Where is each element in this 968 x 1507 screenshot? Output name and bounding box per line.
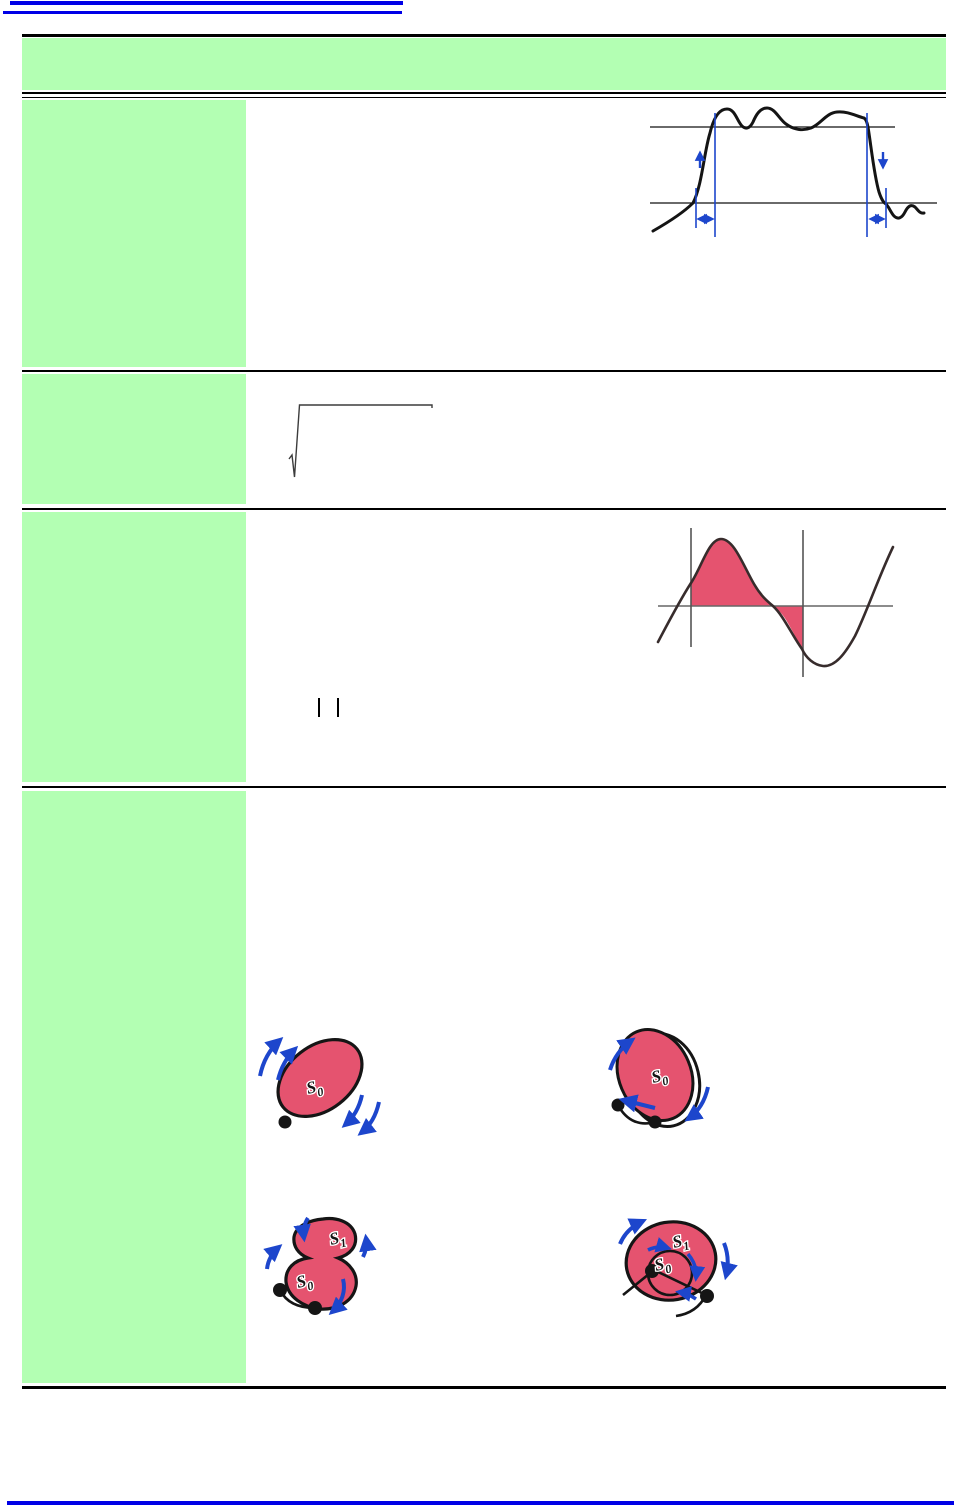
- pivot-dot-left: [273, 1283, 287, 1297]
- abs-value-bar-left: [318, 698, 320, 717]
- inner-arrow-right-icon: [647, 1237, 672, 1253]
- row4-label-cell: [22, 791, 246, 1383]
- mass-s0-s1-blob: [284, 1216, 358, 1311]
- pivot-dot-center: [645, 1264, 659, 1278]
- negative-area-shade: [773, 606, 803, 651]
- radical-sign: [288, 404, 433, 478]
- slide-arrow-icon: [618, 1094, 656, 1113]
- row-separator-3: [22, 786, 946, 788]
- row-separator-1: [22, 370, 946, 372]
- abs-value-bar-right: [337, 698, 339, 717]
- header-bottom-border-2: [22, 96, 946, 98]
- inner-arrow-down-icon: [686, 1252, 706, 1282]
- row-separator-2: [22, 508, 946, 510]
- blob-diagram-nested: S1 S0: [618, 1218, 738, 1318]
- blob-diagram-two-mass: S1 S0: [263, 1216, 377, 1315]
- table-bottom-border: [22, 1386, 946, 1389]
- sine-shaded-area-diagram: [656, 528, 895, 677]
- sine-curve: [656, 537, 895, 668]
- outer-arrow-right-icon: [720, 1242, 738, 1281]
- table-header-bar: [22, 38, 946, 90]
- swing-arrow-upper-outer-icon: [258, 1037, 284, 1077]
- square-root-radical: [288, 404, 433, 478]
- rotate-arrow-upper-icon: [608, 1037, 636, 1071]
- pivot-dot-right: [308, 1301, 322, 1315]
- swing-arrow-lower-inner-icon: [341, 1094, 364, 1128]
- s1-arrow-left-icon: [293, 1216, 311, 1243]
- blob-diagram-displaced: S0: [608, 1028, 710, 1129]
- pivot-dot-left: [611, 1098, 625, 1112]
- outer-arrow-upper-icon: [618, 1218, 648, 1245]
- heading-underline-top: [10, 1, 403, 5]
- footer-rule: [7, 1501, 954, 1505]
- s0-arrow-right-icon: [328, 1278, 348, 1315]
- heading-underline-bottom: [3, 11, 402, 14]
- swing-arrow-lower-outer-icon: [357, 1101, 381, 1136]
- blob-diagram-rocking: S0: [258, 1037, 381, 1136]
- s0-arrow-left-icon: [263, 1244, 283, 1270]
- pivot-dot: [278, 1115, 292, 1129]
- positive-area-shade: [691, 539, 773, 606]
- rotate-arrow-lower-icon: [684, 1086, 710, 1122]
- row1-label-cell: [22, 100, 246, 367]
- pulse-rise-fall-diagram: [650, 106, 937, 237]
- swing-arrow-upper-inner-icon: [276, 1045, 299, 1081]
- table-top-border: [22, 34, 946, 37]
- row2-label-cell: [22, 374, 246, 504]
- blob2-s0-label: S0: [649, 1065, 670, 1091]
- pivot-dot-right: [648, 1115, 662, 1129]
- pulse-waveform: [651, 106, 926, 233]
- s1-arrow-right-icon: [359, 1233, 377, 1258]
- header-bottom-border-1: [22, 92, 946, 94]
- pivot-dot-outer: [700, 1289, 714, 1303]
- bottom-arrow-left-icon: [675, 1286, 697, 1302]
- row3-label-cell: [22, 512, 246, 782]
- mass-s0-blob: [276, 1038, 364, 1118]
